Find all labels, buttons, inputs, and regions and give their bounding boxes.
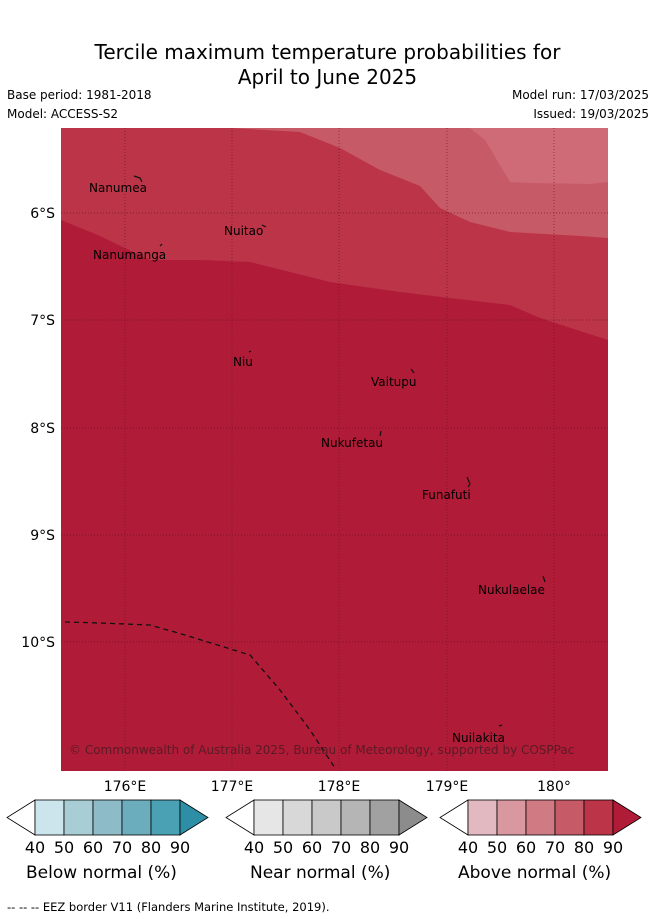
lat-label-10s: 10°S	[21, 635, 55, 651]
colorbar-below-normal: 40 50 60 70 80 90	[6, 799, 209, 857]
colorbar-segment	[340, 799, 371, 836]
colorbar-min-triangle	[439, 799, 469, 836]
colorbar-tick-label: 90	[389, 838, 409, 857]
issued-date: Issued: 19/03/2025	[533, 107, 649, 121]
colorbar-max-triangle	[398, 799, 428, 836]
colorbar-segment	[92, 799, 123, 836]
colorbar-tick-label: 80	[360, 838, 380, 857]
lat-label-9s: 9°S	[30, 528, 55, 544]
colorbar-tick-label: 70	[331, 838, 351, 857]
legend-label-below: Below normal (%)	[26, 863, 177, 883]
eez-footnote: -- -- -- EEZ border V11 (Flanders Marine…	[7, 900, 330, 914]
colorbar-tick-label: 60	[83, 838, 103, 857]
island-shapes	[133, 175, 546, 727]
title-line-2: April to June 2025	[237, 65, 418, 89]
lon-label-179e: 179°E	[426, 779, 469, 795]
colorbar-segment	[63, 799, 94, 836]
title-line-1: Tercile maximum temperature probabilitie…	[94, 40, 561, 64]
place-label-nanumea: Nanumea	[89, 181, 147, 195]
colorbar-tick-label: 40	[25, 838, 45, 857]
colorbar-tick-label: 40	[458, 838, 478, 857]
gridlines	[61, 128, 608, 771]
colorbar-tick-label: 70	[112, 838, 132, 857]
model-name: Model: ACCESS-S2	[7, 107, 119, 121]
colorbar-segment	[369, 799, 400, 836]
colorbar-tick-label: 90	[603, 838, 623, 857]
base-period: Base period: 1981-2018	[7, 88, 152, 102]
colorbar-min-triangle	[6, 799, 36, 836]
colorbar-min-triangle	[225, 799, 255, 836]
colorbar-segment	[525, 799, 556, 836]
region-above-60	[470, 128, 608, 184]
colorbar-tick-label: 80	[574, 838, 594, 857]
colorbar-tick-label: 40	[244, 838, 264, 857]
colorbar-segment	[34, 799, 65, 836]
lon-label-177e: 177°E	[211, 779, 254, 795]
colorbar-above-normal: 40 50 60 70 80 90	[439, 799, 642, 857]
colorbar-segment	[496, 799, 527, 836]
colorbar-segment	[554, 799, 585, 836]
colorbar-max-triangle	[612, 799, 642, 836]
lon-label-178e: 178°E	[318, 779, 361, 795]
colorbar-segment	[467, 799, 498, 836]
model-run: Model run: 17/03/2025	[511, 88, 649, 102]
colorbar-segment	[253, 799, 284, 836]
colorbar-segment	[150, 799, 181, 836]
colorbar-tick-label: 50	[273, 838, 293, 857]
lon-label-180: 180°	[537, 779, 571, 795]
colorbar-tick-label: 60	[302, 838, 322, 857]
map-title: Tercile maximum temperature probabilitie…	[0, 40, 655, 90]
place-label-nukulaelae: Nukulaelae	[478, 583, 545, 597]
lat-label-8s: 8°S	[30, 421, 55, 437]
lat-label-6s: 6°S	[30, 206, 55, 222]
place-label-niu: Niu	[233, 355, 253, 369]
copyright-notice: © Commonwealth of Australia 2025, Bureau…	[69, 743, 574, 757]
legend-label-near: Near normal (%)	[250, 863, 391, 883]
colorbar-tick-label: 60	[516, 838, 536, 857]
place-label-nanumanga: Nanumanga	[93, 248, 166, 262]
colorbar-near-normal: 40 50 60 70 80 90	[225, 799, 428, 857]
colorbar-segment	[583, 799, 614, 836]
colorbar-tick-label: 50	[487, 838, 507, 857]
colorbar-tick-label: 50	[54, 838, 74, 857]
place-label-nuilakita: Nuilakita	[452, 731, 505, 745]
lon-label-176e: 176°E	[104, 779, 147, 795]
colorbar-tick-label: 70	[545, 838, 565, 857]
colorbar-segment	[121, 799, 152, 836]
colorbar-tick-label: 80	[141, 838, 161, 857]
colorbar-segment	[282, 799, 313, 836]
lat-label-7s: 7°S	[30, 313, 55, 329]
colorbar-max-triangle	[179, 799, 209, 836]
place-label-vaitupu: Vaitupu	[371, 375, 417, 389]
eez-border	[64, 621, 336, 769]
place-label-funafuti: Funafuti	[422, 488, 471, 502]
legend-label-above: Above normal (%)	[458, 863, 612, 883]
place-label-nukufetau: Nukufetau	[321, 436, 383, 450]
place-label-nuitao: Nuitao	[224, 224, 263, 238]
colorbar-tick-label: 90	[170, 838, 190, 857]
colorbar-segment	[311, 799, 342, 836]
